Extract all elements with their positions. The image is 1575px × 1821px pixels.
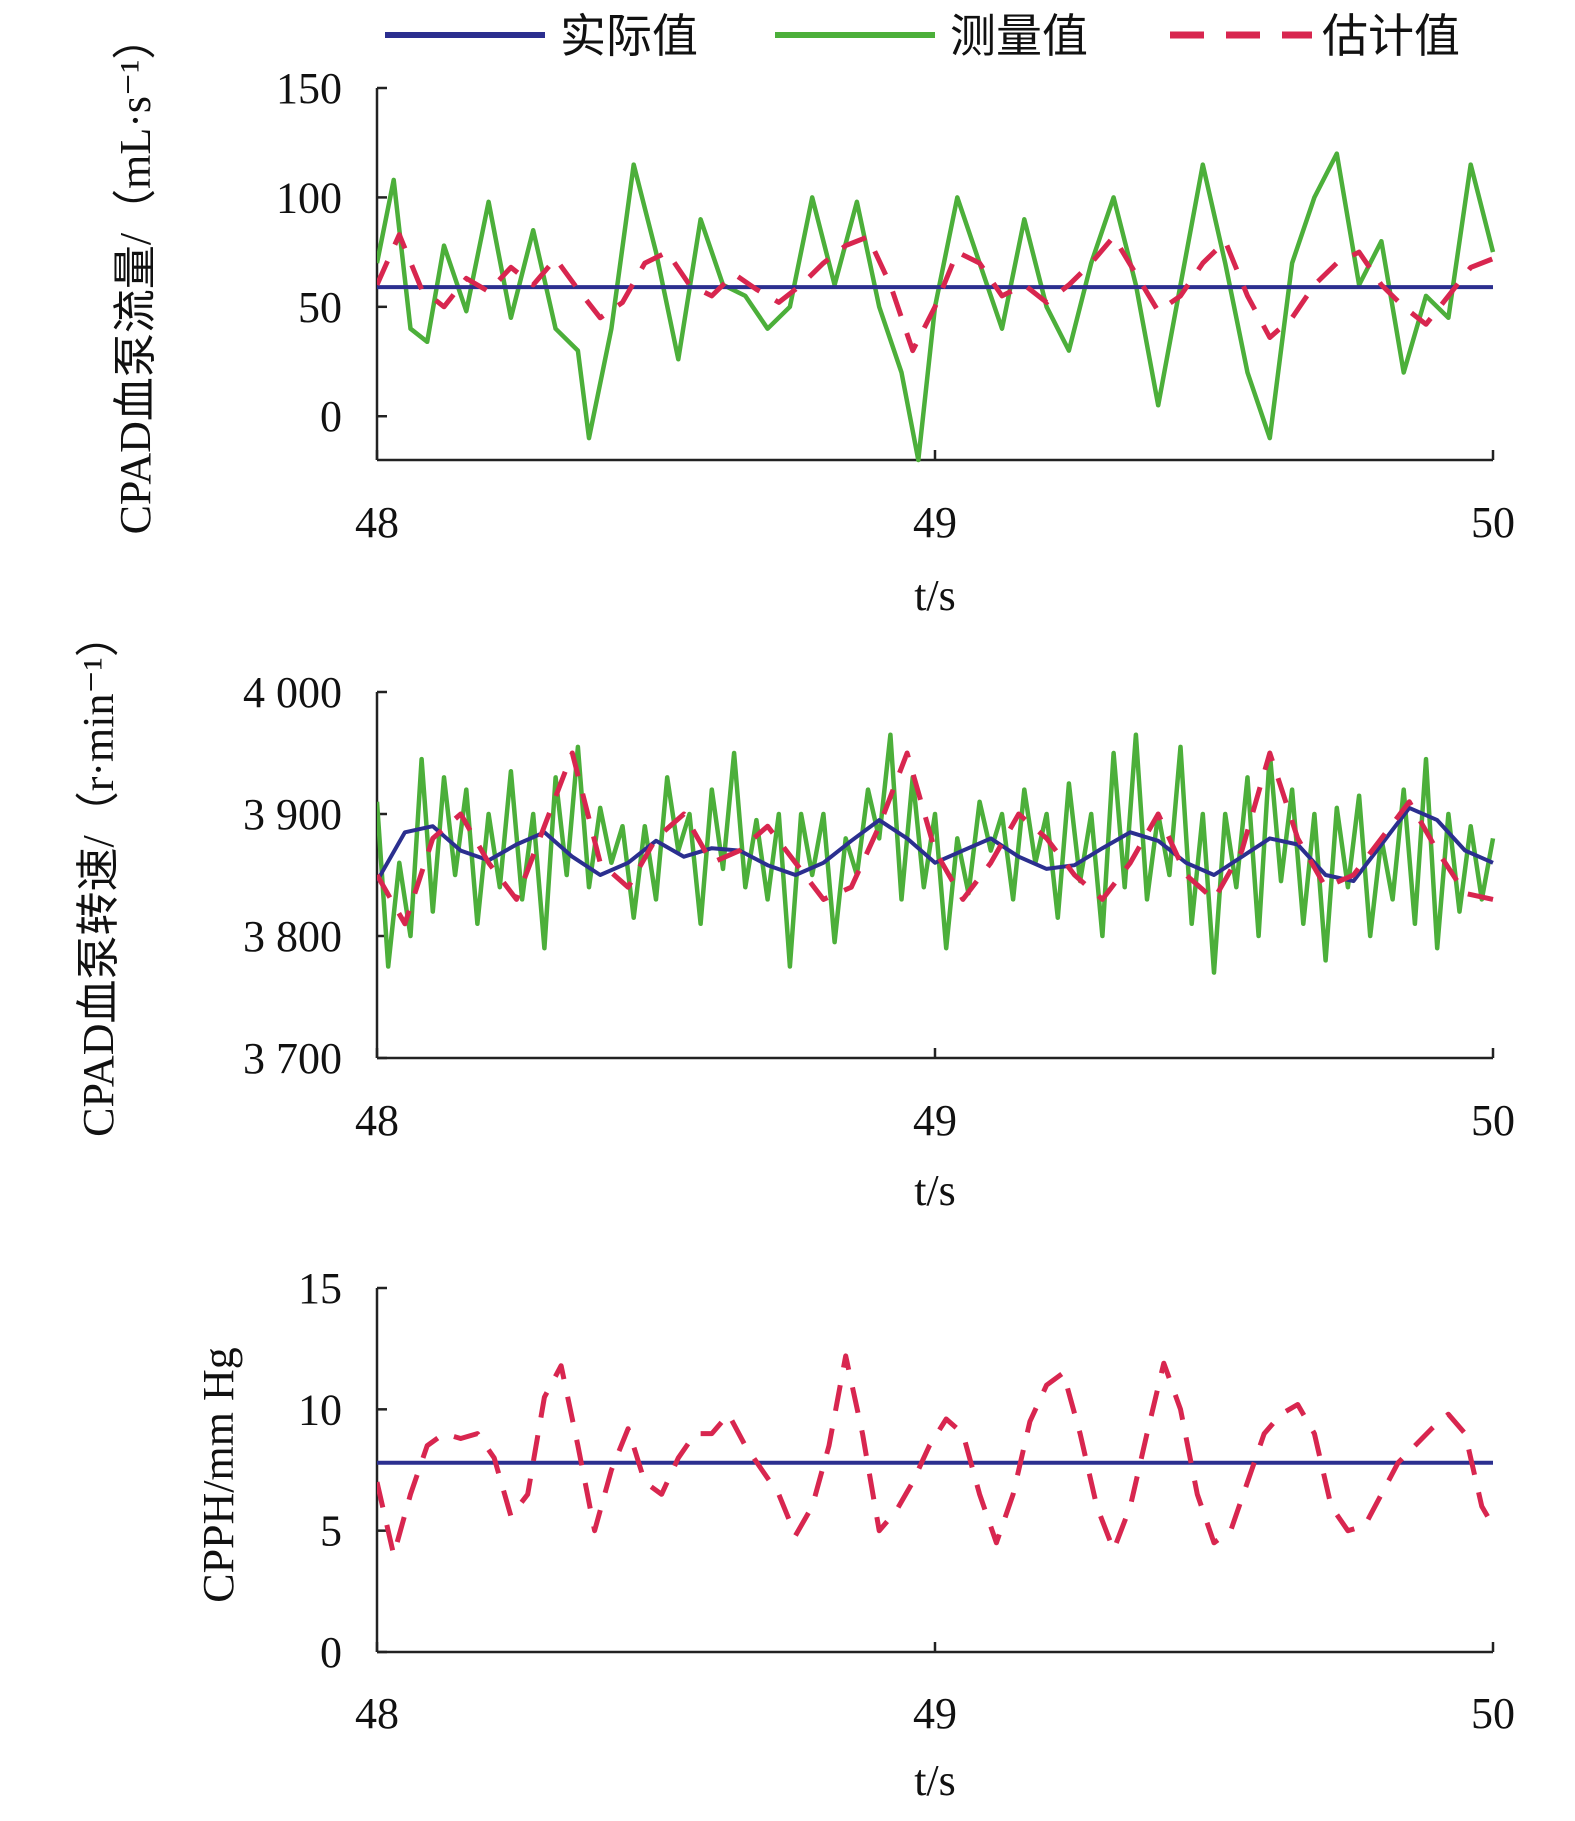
y-tick-label: 10 xyxy=(298,1385,342,1434)
series-line xyxy=(377,732,1496,975)
y-tick-label: 3 900 xyxy=(243,790,342,839)
x-tick-label: 48 xyxy=(355,1096,399,1145)
legend-label: 估计值 xyxy=(1322,9,1460,63)
legend: 实际值 测量值 估计值 xyxy=(385,9,1460,63)
legend-entry: 估计值 xyxy=(1170,9,1460,63)
x-axis-title: t/s xyxy=(914,1756,956,1805)
x-tick-label: 50 xyxy=(1471,498,1515,547)
y-tick-label: 100 xyxy=(276,173,342,222)
legend-entry: 实际值 xyxy=(385,9,698,63)
series-line xyxy=(377,750,1494,927)
x-tick-label: 49 xyxy=(913,1096,957,1145)
x-axis-title: t/s xyxy=(914,1166,956,1215)
x-tick-label: 50 xyxy=(1471,1689,1515,1738)
y-axis-title: CPPH/mm Hg xyxy=(194,1347,243,1603)
y-tick-label: 50 xyxy=(298,283,342,332)
x-tick-label: 50 xyxy=(1471,1096,1515,1145)
x-tick-label: 48 xyxy=(355,1689,399,1738)
y-axis-title: CPAD血泵转速/（r·min⁻¹） xyxy=(74,613,123,1137)
y-tick-label: 4 000 xyxy=(243,668,342,717)
legend-label: 实际值 xyxy=(560,9,698,63)
y-tick-label: 0 xyxy=(320,392,342,441)
y-tick-label: 3 700 xyxy=(243,1034,342,1083)
chart-panel-cpph: 0 5 10 15 48 49 50 t/s CPPH/mm Hg xyxy=(194,1264,1515,1805)
chart-panel-speed: 3 700 3 800 3 900 4 000 48 49 50 t/s CPAD血泵转速/（r… xyxy=(74,613,1515,1215)
y-axis-title: CPAD血泵流量/（mL·s⁻¹） xyxy=(111,16,160,535)
legend-entry: 测量值 xyxy=(775,9,1088,63)
x-tick-label: 49 xyxy=(913,1689,957,1738)
y-tick-label: 150 xyxy=(276,64,342,113)
series-line xyxy=(377,232,1494,354)
series-line xyxy=(377,1353,1496,1558)
series-line xyxy=(377,805,1494,884)
chart-panel-flow: 0 50 100 150 48 49 50 t/s CPAD血泵流量/（mL·s⁻¹） xyxy=(111,16,1515,620)
y-tick-label: 15 xyxy=(298,1264,342,1313)
legend-label: 测量值 xyxy=(950,9,1088,63)
series-line xyxy=(377,151,1496,463)
y-tick-label: 0 xyxy=(320,1628,342,1677)
y-tick-label: 5 xyxy=(320,1507,342,1556)
y-tick-label: 3 800 xyxy=(243,912,342,961)
x-tick-label: 49 xyxy=(913,498,957,547)
x-tick-label: 48 xyxy=(355,498,399,547)
x-axis-title: t/s xyxy=(914,571,956,620)
